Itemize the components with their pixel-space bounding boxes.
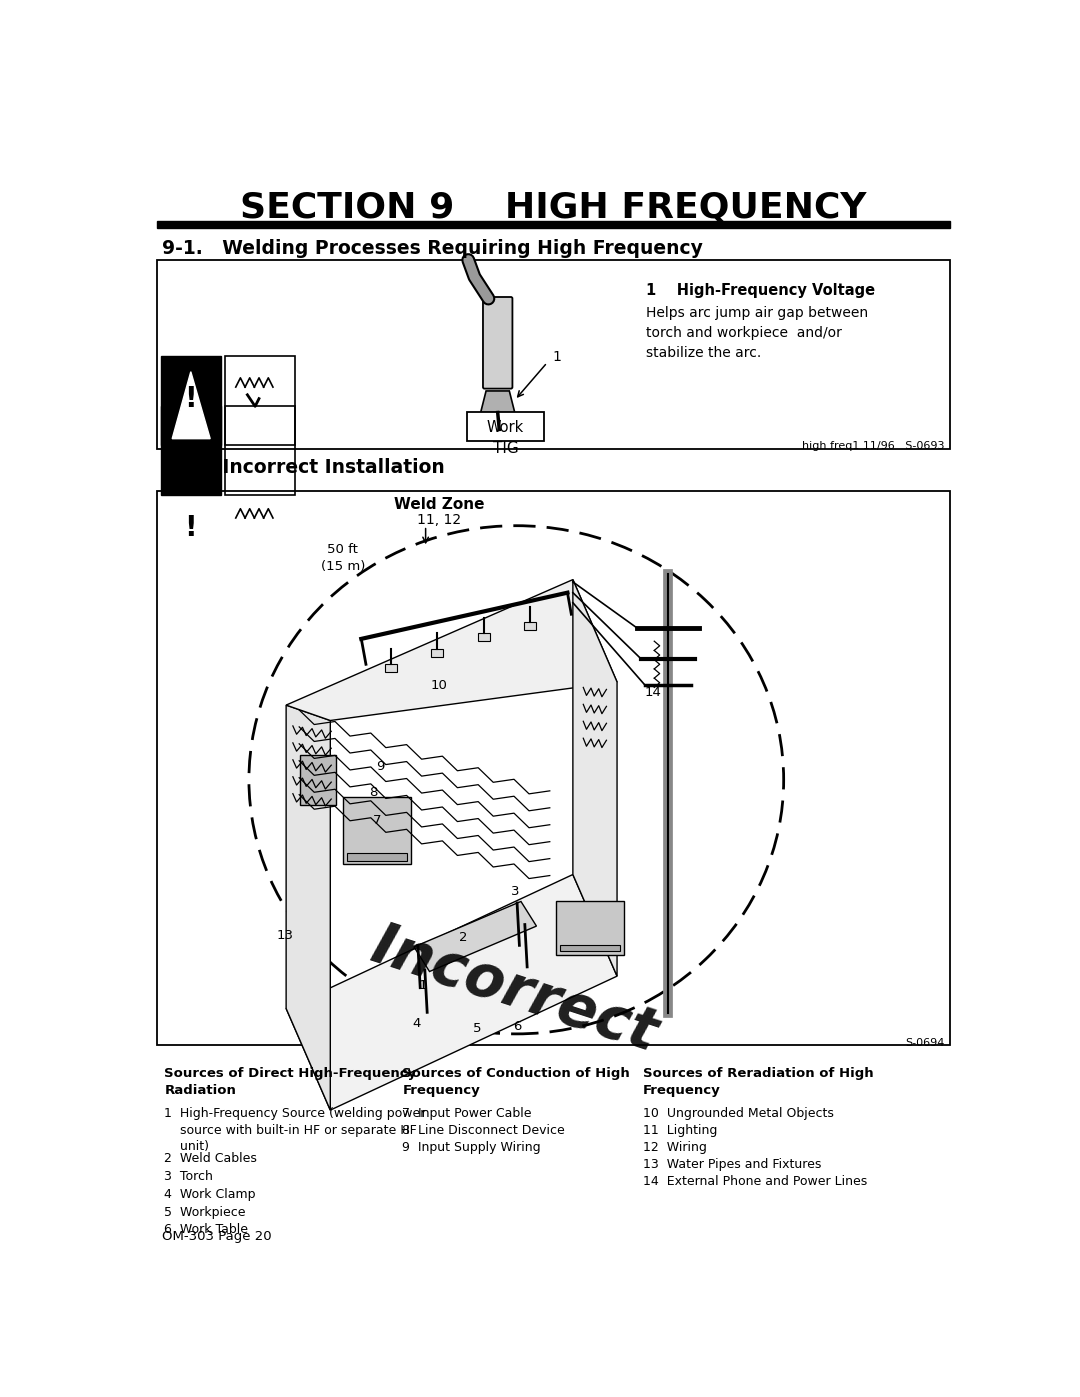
Text: Sources of Direct High-Frequency
Radiation: Sources of Direct High-Frequency Radiati…	[164, 1067, 417, 1097]
Polygon shape	[172, 500, 211, 567]
Bar	[225, 407, 295, 495]
Text: Work: Work	[487, 419, 524, 434]
Text: 50 ft
(15 m): 50 ft (15 m)	[321, 543, 365, 573]
Text: 3  Torch: 3 Torch	[164, 1171, 214, 1183]
Bar	[524, 622, 537, 630]
Text: Sources of Reradiation of High
Frequency: Sources of Reradiation of High Frequency	[643, 1067, 874, 1097]
Text: 2: 2	[459, 932, 467, 944]
Bar	[157, 260, 950, 448]
Text: 5  Workpiece: 5 Workpiece	[164, 1206, 246, 1218]
Bar	[161, 407, 221, 495]
Bar	[300, 756, 336, 805]
Polygon shape	[572, 580, 617, 977]
Polygon shape	[414, 901, 537, 971]
Text: Sources of Conduction of High
Frequency: Sources of Conduction of High Frequency	[403, 1067, 630, 1097]
Text: OM-303 Page 20: OM-303 Page 20	[162, 1229, 272, 1243]
Text: TIG: TIG	[492, 441, 518, 457]
Text: 1    High-Frequency Voltage: 1 High-Frequency Voltage	[647, 284, 876, 298]
Bar	[384, 665, 397, 672]
Text: 7: 7	[373, 814, 381, 827]
Text: 4: 4	[413, 1017, 420, 1031]
Text: high freq1 11/96   S-0693: high freq1 11/96 S-0693	[802, 441, 945, 451]
Text: !: !	[185, 384, 198, 412]
Text: Incorrect: Incorrect	[364, 916, 665, 1063]
Text: 6  Work Table: 6 Work Table	[164, 1224, 248, 1236]
Bar	[431, 648, 444, 657]
Text: 10  Ungrounded Metal Objects: 10 Ungrounded Metal Objects	[643, 1106, 834, 1120]
Text: 13: 13	[276, 929, 293, 942]
Bar	[161, 356, 221, 444]
Text: 5: 5	[473, 1023, 482, 1035]
Text: 12  Wiring: 12 Wiring	[643, 1141, 706, 1154]
Text: 13  Water Pipes and Fixtures: 13 Water Pipes and Fixtures	[643, 1158, 821, 1171]
Text: 11, 12: 11, 12	[417, 513, 461, 527]
Polygon shape	[481, 391, 515, 412]
Text: 8  Line Disconnect Device: 8 Line Disconnect Device	[403, 1125, 565, 1137]
Bar	[225, 356, 295, 444]
Polygon shape	[172, 372, 211, 439]
Bar	[157, 221, 950, 228]
Text: !: !	[185, 514, 198, 542]
Text: 14  External Phone and Power Lines: 14 External Phone and Power Lines	[643, 1175, 867, 1187]
Text: 10: 10	[430, 679, 447, 692]
Text: S-0694: S-0694	[905, 1038, 945, 1048]
Polygon shape	[286, 580, 617, 721]
Text: 9-2.   Incorrect Installation: 9-2. Incorrect Installation	[162, 458, 445, 478]
Polygon shape	[286, 705, 330, 1111]
Text: 9-1.   Welding Processes Requiring High Frequency: 9-1. Welding Processes Requiring High Fr…	[162, 239, 703, 258]
Text: 2  Weld Cables: 2 Weld Cables	[164, 1153, 257, 1165]
Bar	[347, 854, 407, 861]
Text: 9: 9	[376, 760, 384, 773]
Text: 6: 6	[513, 1020, 522, 1032]
Bar	[157, 490, 950, 1045]
Bar	[477, 633, 490, 641]
Text: Helps arc jump air gap between
torch and workpiece  and/or
stabilize the arc.: Helps arc jump air gap between torch and…	[647, 306, 868, 360]
Text: 11  Lighting: 11 Lighting	[643, 1125, 717, 1137]
Text: Weld Zone: Weld Zone	[393, 497, 484, 513]
Text: 9  Input Supply Wiring: 9 Input Supply Wiring	[403, 1141, 541, 1154]
Text: SECTION 9    HIGH FREQUENCY: SECTION 9 HIGH FREQUENCY	[241, 190, 866, 225]
Bar	[559, 944, 620, 951]
Bar	[342, 796, 410, 865]
Text: 1  High-Frequency Source (welding power
    source with built-in HF or separate : 1 High-Frequency Source (welding power s…	[164, 1106, 426, 1153]
Text: 14: 14	[645, 686, 661, 700]
Text: 3: 3	[511, 884, 519, 898]
Polygon shape	[286, 875, 617, 1111]
Bar	[467, 412, 544, 441]
Text: 1: 1	[419, 979, 428, 992]
Text: 1: 1	[552, 351, 561, 365]
Text: 4  Work Clamp: 4 Work Clamp	[164, 1187, 256, 1201]
Text: 8: 8	[369, 787, 378, 799]
FancyBboxPatch shape	[483, 298, 512, 388]
Bar	[556, 901, 624, 954]
Text: 7  Input Power Cable: 7 Input Power Cable	[403, 1106, 531, 1120]
